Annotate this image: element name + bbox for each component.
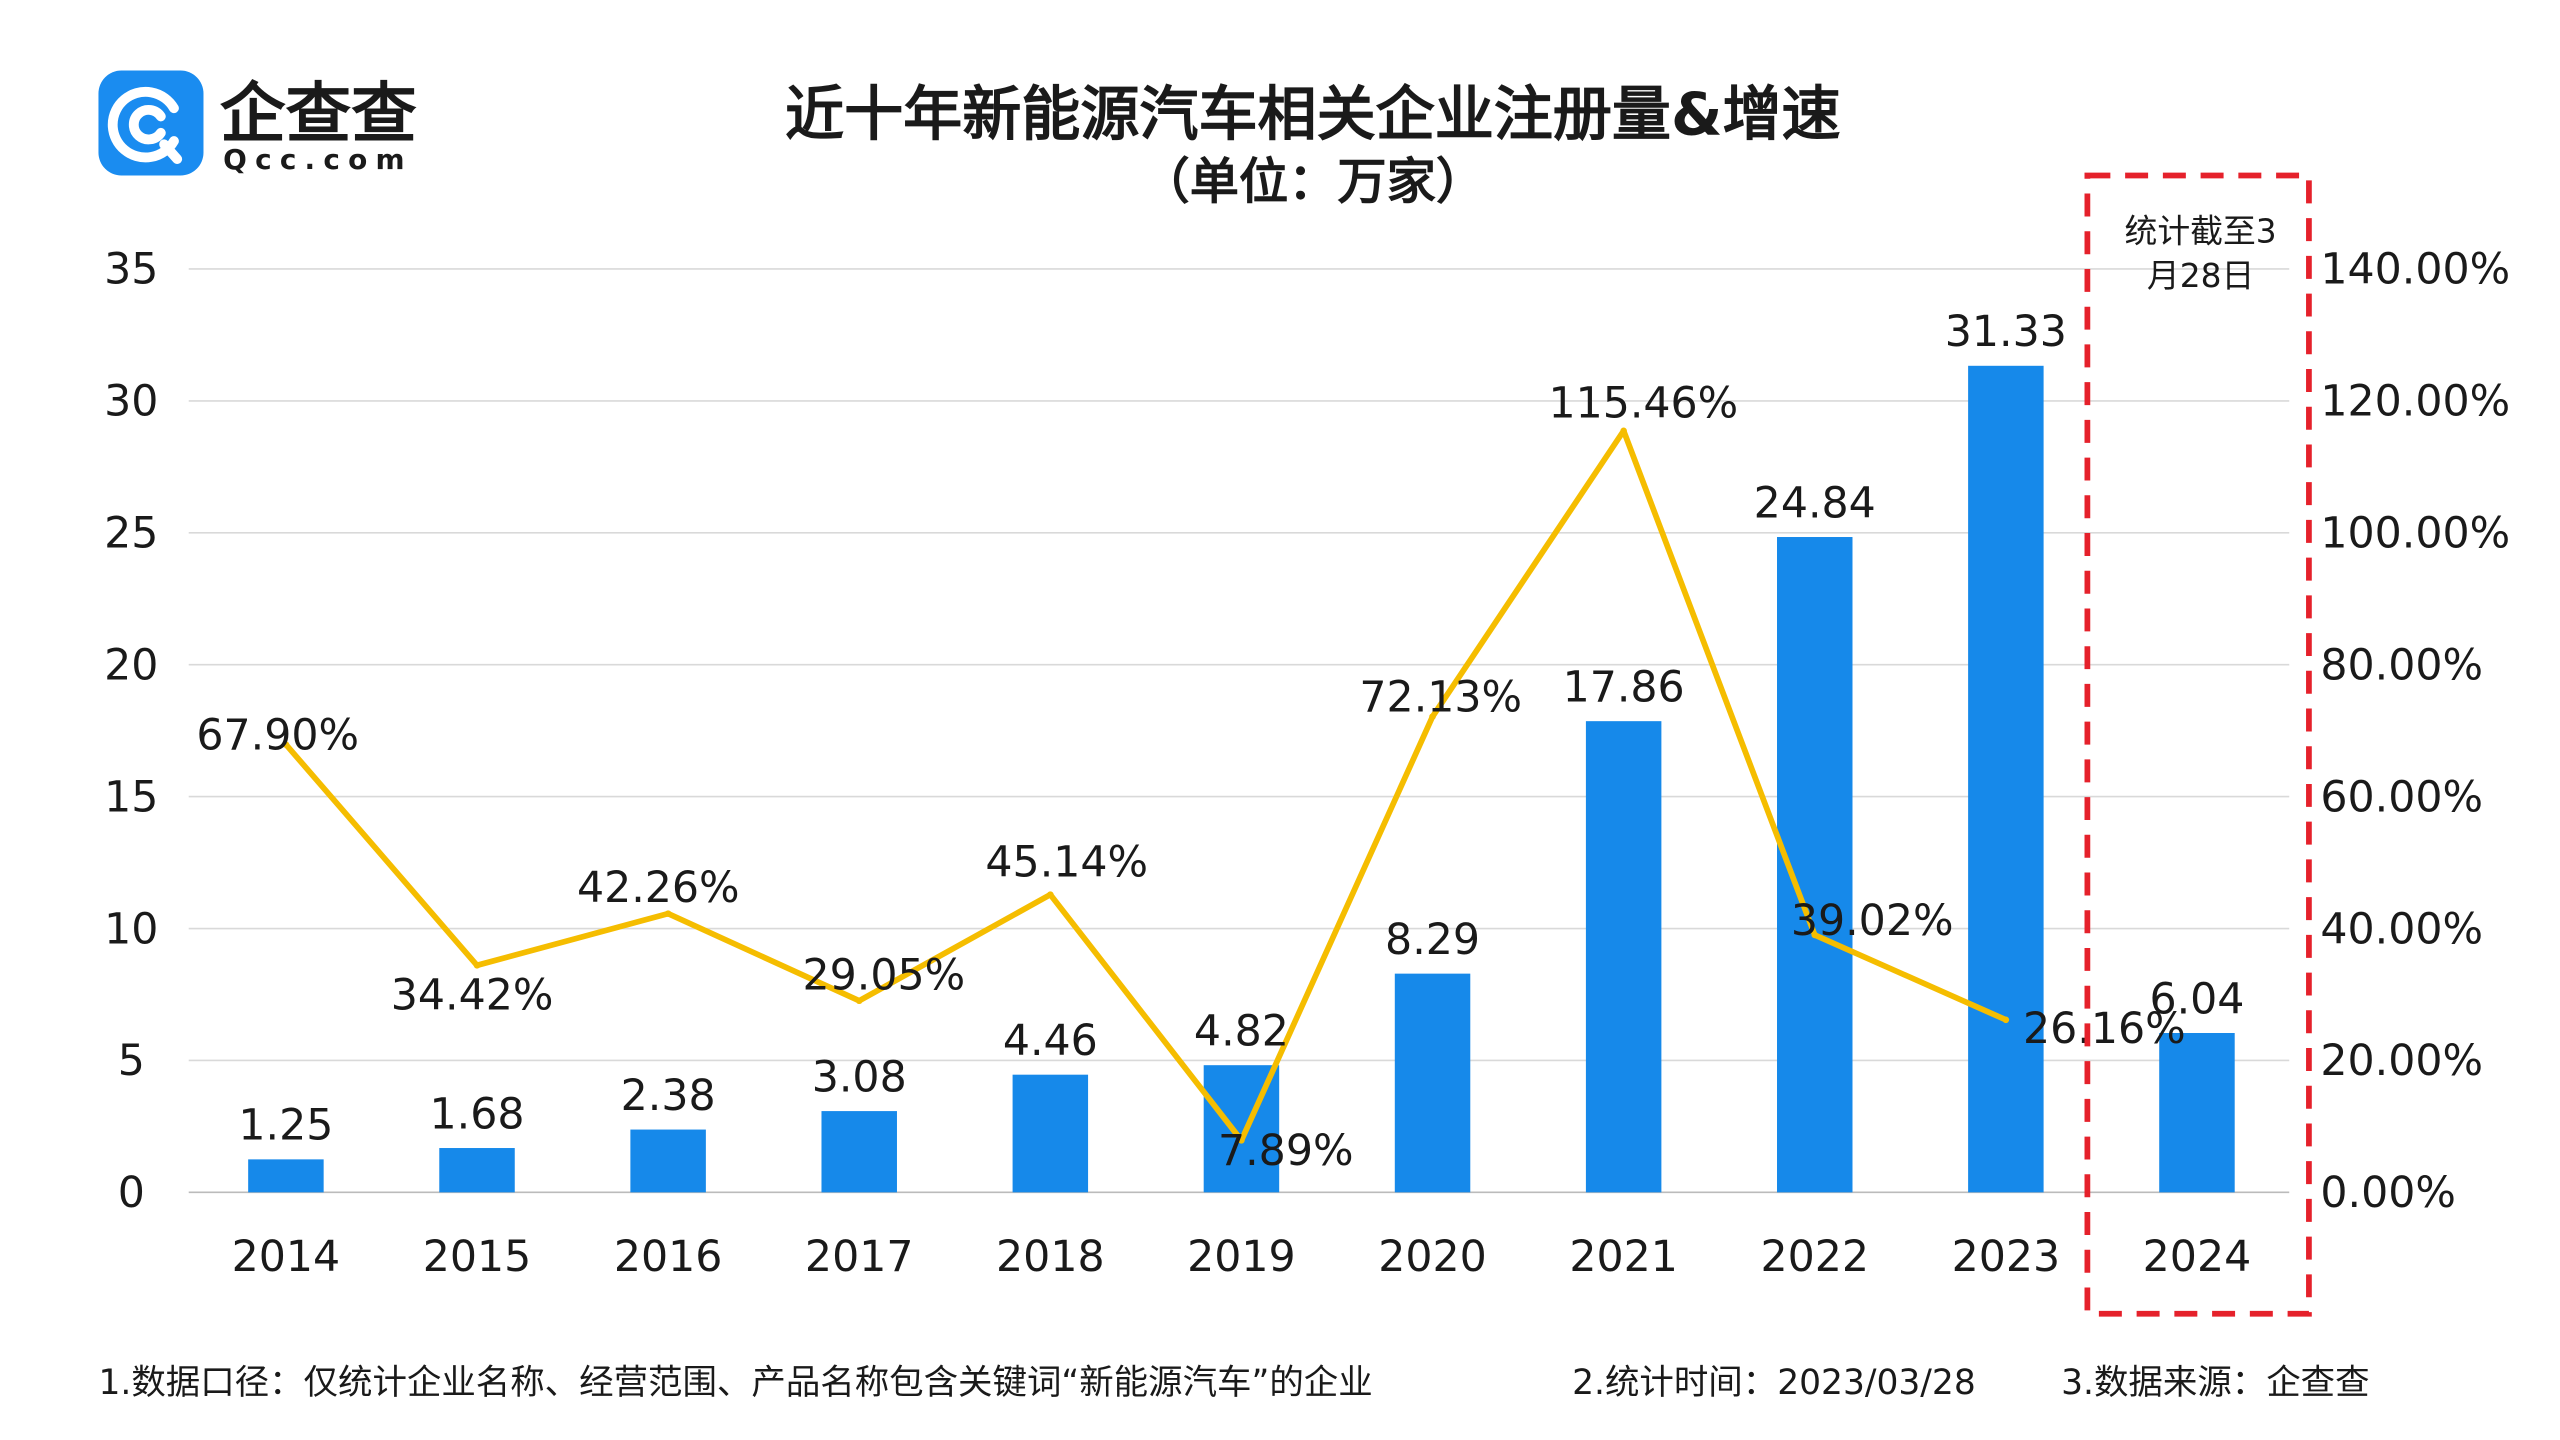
growth-label-2020: 72.13% — [1359, 673, 1522, 723]
growth-label-2017: 29.05% — [803, 950, 966, 1000]
y-left-tick: 10 — [104, 904, 158, 954]
q-logo-icon — [107, 86, 183, 165]
y-left-tick: 15 — [104, 772, 158, 822]
y-axis-left: 0 5 10 15 20 25 30 35 — [104, 245, 158, 1218]
bar-label-2014: 1.25 — [238, 1101, 333, 1151]
y-left-tick: 20 — [104, 640, 158, 690]
bar-label-2016: 2.38 — [621, 1071, 716, 1121]
bar-label-2022: 24.84 — [1754, 478, 1876, 528]
bar-2021 — [1585, 721, 1662, 1193]
x-tick-2014: 2014 — [232, 1232, 341, 1282]
bar-label-2018: 4.46 — [1003, 1016, 1098, 1066]
logo: 企查查 Qcc.com — [98, 70, 417, 176]
x-tick-2019: 2019 — [1187, 1232, 1296, 1282]
bar-label-2015: 1.68 — [430, 1089, 525, 1139]
y-left-tick: 0 — [118, 1168, 145, 1218]
x-tick-2020: 2020 — [1378, 1232, 1487, 1282]
growth-point-2014 — [282, 741, 290, 748]
growth-point-2017 — [855, 997, 863, 1005]
y-right-tick: 20.00% — [2320, 1036, 2483, 1086]
highlight-note-line2: 月28日 — [2147, 257, 2254, 295]
y-left-tick: 35 — [104, 245, 158, 295]
x-tick-2018: 2018 — [996, 1232, 1105, 1282]
y-right-tick: 100.00% — [2320, 509, 2510, 559]
highlight-box-2024 — [2084, 172, 2312, 1317]
y-right-tick: 0.00% — [2320, 1168, 2456, 1218]
data-labels: 1.25 1.68 2.38 3.08 4.46 4.82 8.29 17.86 24.84 31… — [196, 307, 2244, 1176]
chart-title: 近十年新能源汽车相关企业注册量&增速 — [785, 80, 1841, 149]
y-right-tick: 40.00% — [2320, 904, 2483, 954]
footer-note-3: 3.数据来源：企查查 — [2061, 1363, 2369, 1403]
bar-2017 — [821, 1111, 897, 1193]
y-axis-right: 0.00% 20.00% 40.00% 60.00% 80.00% 100.00% 120.… — [2320, 245, 2510, 1218]
growth-label-2014: 67.90% — [196, 710, 359, 760]
growth-label-2022: 39.02% — [1791, 896, 1954, 946]
bar-2020 — [1394, 973, 1471, 1193]
x-tick-2021: 2021 — [1569, 1232, 1678, 1282]
bar-2015 — [439, 1148, 515, 1193]
y-left-tick: 5 — [118, 1036, 145, 1086]
y-left-tick: 30 — [104, 377, 158, 427]
y-right-tick: 120.00% — [2320, 377, 2510, 427]
growth-label-2021: 115.46% — [1548, 379, 1738, 429]
logo-brand-cn: 企查查 — [220, 76, 417, 152]
growth-point-2022 — [1811, 931, 1819, 939]
growth-point-2023 — [2002, 1016, 2010, 1024]
bar-2023 — [1968, 365, 2044, 1193]
x-tick-2016: 2016 — [614, 1232, 723, 1282]
bar-label-2024: 6.04 — [2149, 974, 2244, 1024]
growth-label-2015: 34.42% — [391, 971, 554, 1021]
bars — [248, 365, 2235, 1193]
chart-subtitle: （单位：万家） — [1141, 152, 1486, 210]
footer-note-2: 2.统计时间：2023/03/28 — [1572, 1363, 1976, 1403]
growth-point-2021 — [1620, 427, 1627, 435]
y-right-tick: 60.00% — [2320, 772, 2483, 822]
bar-label-2019: 4.82 — [1194, 1007, 1289, 1057]
x-tick-2022: 2022 — [1760, 1232, 1869, 1282]
growth-point-2016 — [664, 910, 672, 917]
footer-note-1: 1.数据口径：仅统计企业名称、经营范围、产品名称包含关键词“新能源汽车”的企业 — [98, 1363, 1372, 1403]
y-right-tick: 140.00% — [2320, 245, 2510, 295]
bar-label-2023: 31.33 — [1945, 307, 2067, 357]
x-axis: 2014 2015 2016 2017 2018 2019 2020 2021 2022 2023… — [232, 1232, 2252, 1282]
growth-point-2018 — [1047, 891, 1054, 898]
bar-2024 — [2159, 1032, 2235, 1193]
growth-point-2019 — [1238, 1137, 1245, 1144]
bar-2018 — [1012, 1074, 1089, 1193]
y-right-tick: 80.00% — [2320, 640, 2483, 690]
bar-2016 — [630, 1129, 706, 1193]
x-tick-2024: 2024 — [2143, 1232, 2252, 1282]
bar-2014 — [248, 1159, 324, 1193]
bar-label-2017: 3.08 — [812, 1052, 907, 1102]
growth-label-2019: 7.89% — [1218, 1126, 1354, 1176]
x-tick-2015: 2015 — [423, 1232, 532, 1282]
growth-label-2018: 45.14% — [985, 838, 1148, 888]
bar-label-2020: 8.29 — [1385, 915, 1480, 965]
growth-line-path — [283, 427, 2008, 1144]
growth-line — [282, 427, 2010, 1144]
highlight-note-line1: 统计截至3 — [2125, 213, 2277, 251]
bar-label-2021: 17.86 — [1563, 662, 1685, 712]
growth-label-2016: 42.26% — [577, 863, 740, 913]
logo-brand-en: Qcc.com — [223, 143, 413, 176]
x-tick-2023: 2023 — [1952, 1232, 2061, 1282]
growth-label-2023: 26.16% — [2023, 1004, 2186, 1054]
y-left-tick: 25 — [104, 509, 158, 559]
growth-point-2015 — [473, 962, 481, 969]
x-tick-2017: 2017 — [805, 1232, 914, 1282]
growth-point-2020 — [1429, 713, 1436, 720]
